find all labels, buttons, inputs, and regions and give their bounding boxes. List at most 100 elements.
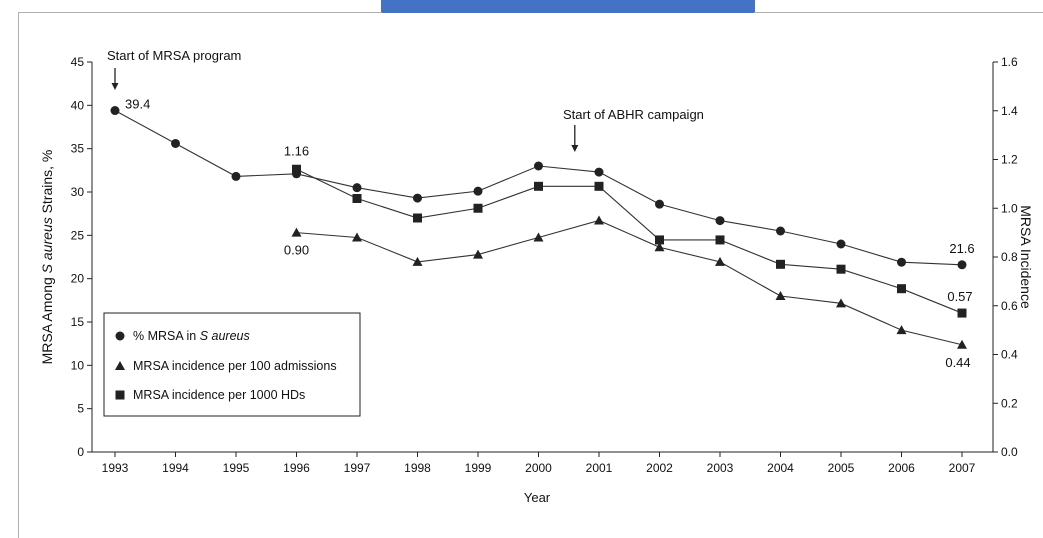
data-point-triangle [896,325,907,335]
y-axis-right-label: MRSA Incidence [1018,205,1034,309]
data-point-circle [413,193,422,203]
data-point-square [897,284,906,294]
data-point-square [473,203,483,213]
y-right-tick-label: 0.0 [1001,445,1018,459]
data-point-square [655,235,664,245]
data-point-triangle [654,242,665,252]
top-banner [381,0,755,13]
series-line-square [296,168,963,314]
data-point-square [836,264,846,274]
y-right-tick-label: 1.4 [1001,104,1018,118]
y-axis-left-label-part: S aureus [39,217,55,273]
data-label: 1.16 [284,143,309,158]
data-point-circle [171,138,180,148]
data-point-square [352,194,362,203]
data-point-circle [897,257,906,267]
data-point-circle [473,186,483,196]
y-left-tick-label: 5 [77,402,84,416]
x-tick-label: 2004 [767,461,794,475]
data-point-triangle [412,256,423,266]
y-left-tick-label: 0 [77,445,84,459]
annotation-label: Start of ABHR campaign [563,107,704,122]
x-tick-label: 1997 [344,461,371,475]
series-lines-layer [114,110,963,346]
markers-layer [110,106,967,349]
x-tick-label: 2005 [828,461,855,475]
legend-label: MRSA incidence per 1000 HDs [133,388,305,402]
data-point-triangle [775,291,786,300]
x-tick-label: 2007 [949,461,976,475]
x-tick-label: 1996 [283,461,310,475]
data-point-triangle [473,249,483,259]
data-point-circle [776,226,785,236]
series-line-triangle [296,219,963,346]
data-point-triangle [533,232,544,242]
annotations-layer: Start of MRSA program Start of ABHR campa… [107,48,704,152]
y-left-tick-label: 15 [71,315,85,329]
data-label: 21.6 [949,241,974,256]
x-tick-label: 1998 [404,461,431,475]
data-point-circle [836,239,846,249]
data-point-circle [231,171,241,181]
data-point-triangle [594,215,604,225]
x-tick-label: 1994 [162,461,189,475]
y-right-tick-label: 0.2 [1001,396,1018,410]
legend-label: % MRSA in S aureus [133,329,250,343]
y-axis-left-label-part: Strains, % [39,150,55,218]
data-point-square [715,235,725,245]
data-point-square [776,259,785,269]
y-left-tick-label: 20 [71,272,85,286]
y-right-tick-label: 0.8 [1001,250,1018,264]
legend: % MRSA in S aureus MRSA incidence per 100… [103,312,361,417]
frame-border-top-left [18,12,382,13]
data-label: 0.90 [284,243,309,258]
legend-marker-square [115,390,125,400]
frame-border-top-right [754,12,1043,13]
data-point-triangle [291,227,302,237]
y-left-tick-label: 35 [71,142,85,156]
x-tick-label: 2000 [525,461,552,475]
data-point-triangle [352,232,362,242]
annotation-label: Start of MRSA program [107,48,241,63]
data-point-circle [715,216,725,226]
x-tick-label: 2002 [646,461,673,475]
legend-label-part: % MRSA in [133,329,200,343]
x-tick-label: 1995 [223,461,250,475]
x-tick-label: 2003 [707,461,734,475]
y-left-tick-label: 40 [71,98,85,112]
y-right-tick-label: 1.2 [1001,153,1018,167]
legend-marker-triangle [115,361,125,370]
y-left-tick-label: 45 [71,55,85,69]
data-label: 0.44 [945,355,970,370]
data-point-square [292,164,301,174]
data-point-circle [957,260,967,270]
annotation-arrow-head [571,145,579,152]
data-labels-layer: 39.4 21.6 1.16 0.90 0.57 0.44 [125,97,975,370]
x-tick-label: 1993 [102,461,129,475]
data-point-square [594,181,604,191]
axes-layer: 0 5 10 15 20 25 30 35 40 45 0.0 0.2 0.4 0.6 0.8 1.0 1.2 1… [71,55,1018,475]
data-point-circle [534,161,543,171]
x-tick-label: 2001 [586,461,613,475]
data-point-square [534,181,543,191]
data-point-circle [655,199,664,209]
data-point-triangle [836,298,846,308]
legend-marker-circle [115,331,125,341]
data-point-circle [594,167,604,177]
frame-border-left [18,12,19,538]
legend-label-part: S aureus [200,329,250,343]
y-left-tick-label: 10 [71,358,85,372]
y-right-tick-label: 1.0 [1001,201,1018,215]
data-point-triangle [957,339,967,349]
data-point-circle [110,106,120,116]
data-point-circle [352,183,362,193]
legend-box [103,312,361,417]
data-label: 39.4 [125,97,150,112]
data-label: 0.57 [947,289,972,304]
annotation-arrow-head [111,83,119,90]
y-axis-left-label: MRSA Among S aureus Strains, % [39,150,55,365]
y-left-tick-label: 30 [71,185,85,199]
x-tick-label: 2006 [888,461,915,475]
